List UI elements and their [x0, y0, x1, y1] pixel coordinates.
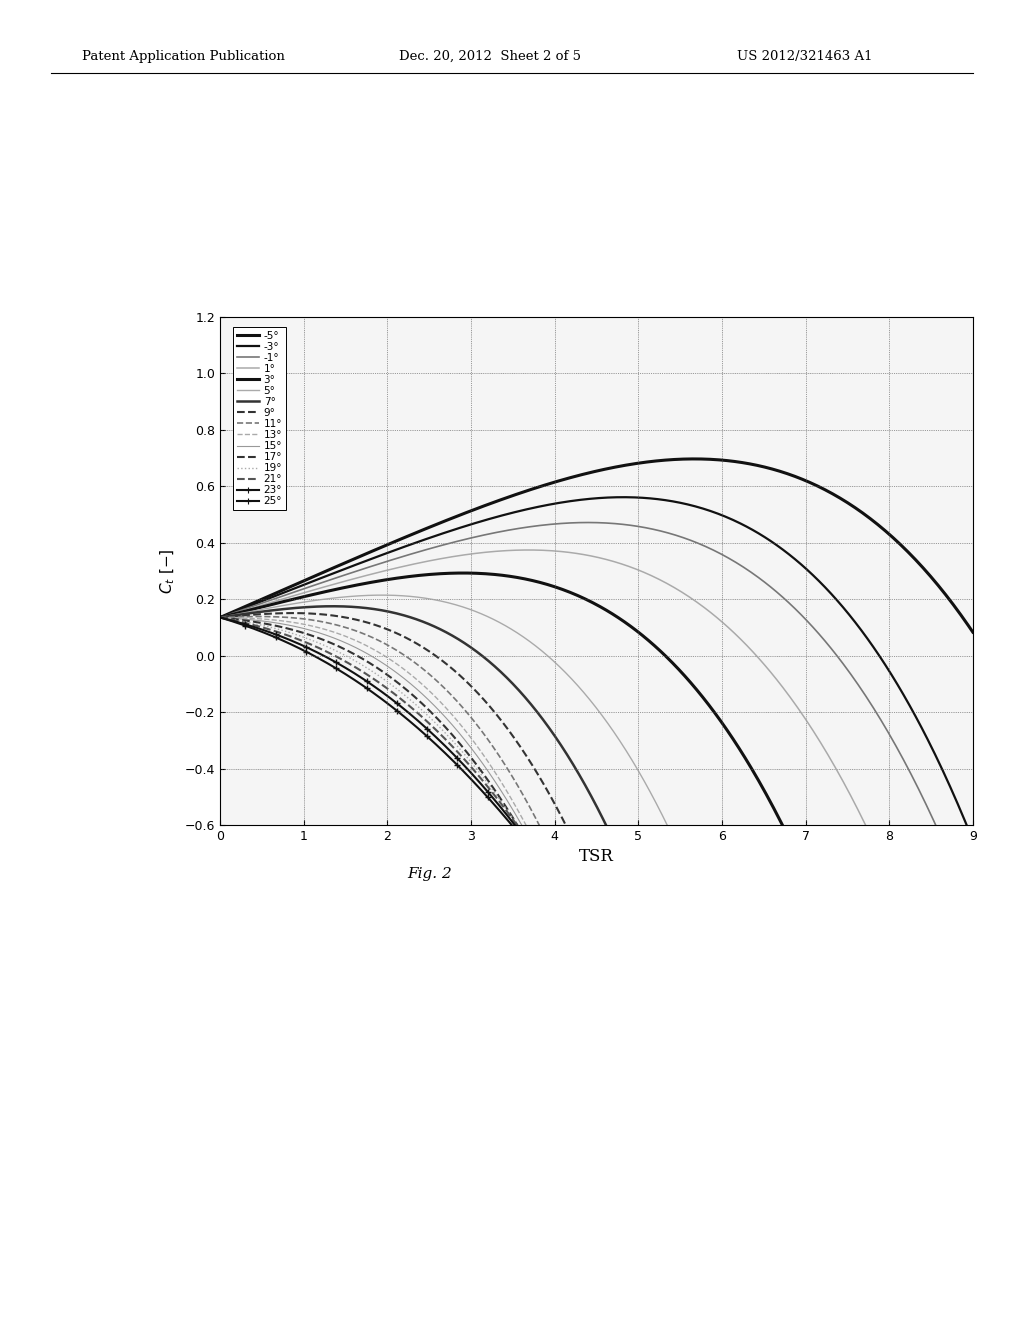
Legend: -5°, -3°, -1°, 1°, 3°, 5°, 7°, 9°, 11°, 13°, 15°, 17°, 19°, 21°, 23°, 25°: -5°, -3°, -1°, 1°, 3°, 5°, 7°, 9°, 11°, … [232, 327, 286, 510]
Text: Fig. 2: Fig. 2 [408, 867, 453, 880]
Y-axis label: $C_t\ [-]$: $C_t\ [-]$ [158, 548, 176, 594]
Text: Patent Application Publication: Patent Application Publication [82, 50, 285, 63]
Text: Dec. 20, 2012  Sheet 2 of 5: Dec. 20, 2012 Sheet 2 of 5 [399, 50, 582, 63]
Text: US 2012/321463 A1: US 2012/321463 A1 [737, 50, 872, 63]
X-axis label: TSR: TSR [579, 849, 614, 866]
